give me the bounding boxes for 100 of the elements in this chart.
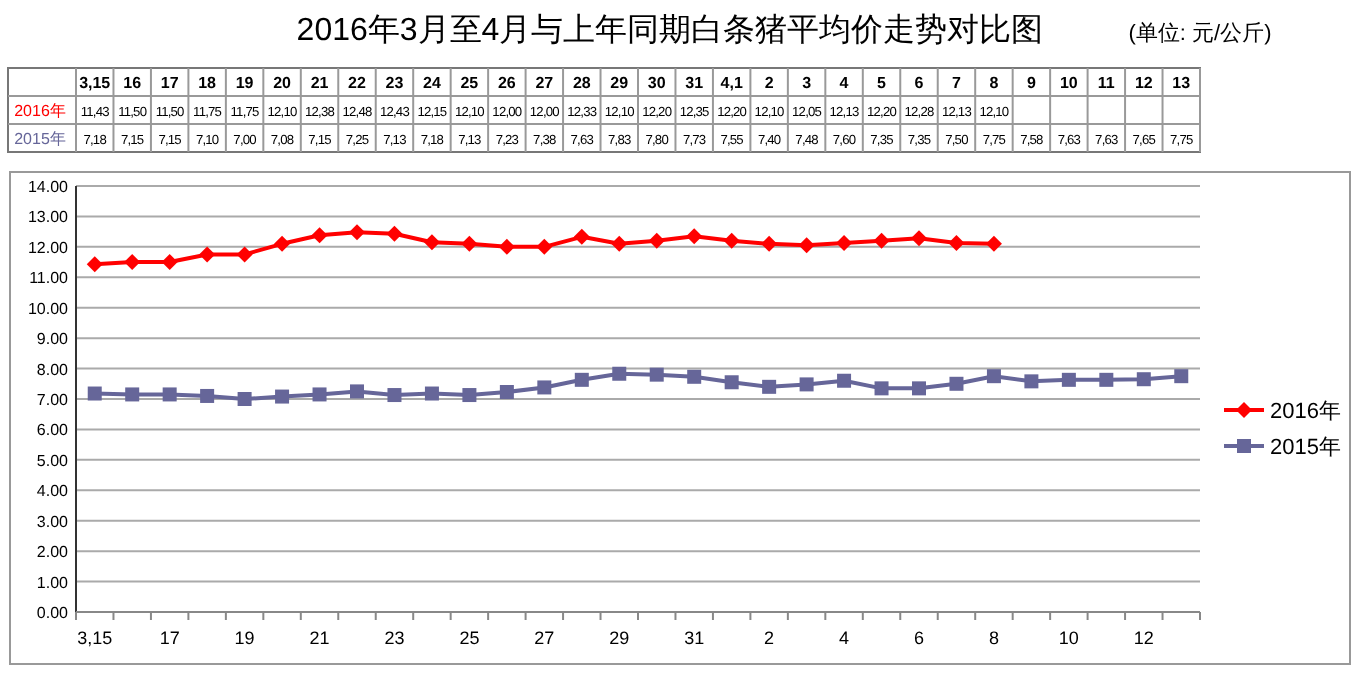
x-tick-label: 17 — [160, 74, 180, 92]
y-tick-label: 7.00 — [36, 391, 70, 409]
x-tick-label: 26 — [497, 74, 517, 92]
y-tick-label: 10.00 — [27, 299, 70, 318]
title: 2016年3月至4月与上年同期白条猪平均价走势对比图 — [296, 14, 1044, 48]
point — [312, 387, 327, 402]
point — [424, 386, 439, 401]
x-tick-label: 11 — [1097, 74, 1116, 92]
category-label: 25 — [459, 628, 480, 648]
point — [574, 372, 589, 387]
point — [1061, 372, 1076, 387]
point — [199, 246, 216, 263]
point — [386, 225, 403, 242]
x-tick-label: 10 — [1059, 74, 1079, 92]
x-tick-label: 25 — [460, 74, 480, 92]
x-tick-label: 20 — [273, 74, 293, 92]
point — [423, 234, 440, 251]
category-label: 29 — [609, 628, 630, 648]
legend-label: 2016年 — [1270, 400, 1341, 424]
text: 2015年 — [14, 130, 66, 148]
point — [686, 228, 703, 245]
category-label: 19 — [234, 628, 255, 648]
y-tick-label: 12.00 — [27, 238, 70, 257]
point — [498, 238, 515, 255]
x-tick-label: 12 — [1134, 74, 1154, 92]
point — [911, 230, 927, 247]
x-tick-label: 22 — [348, 74, 367, 92]
y-tick-label: 14.00 — [27, 178, 70, 196]
point — [648, 232, 665, 249]
x-tick-label: 5 — [877, 74, 888, 92]
point — [87, 386, 102, 401]
point — [1136, 372, 1151, 387]
x-tick-label: 6 — [914, 74, 925, 92]
x-tick-label: 8 — [989, 74, 1000, 92]
point — [237, 392, 252, 406]
y-tick-label: 9.00 — [36, 330, 70, 349]
point — [912, 381, 926, 396]
point — [1024, 374, 1039, 389]
category-label: 23 — [384, 628, 405, 648]
y-tick-label: 2.00 — [36, 543, 70, 562]
x-tick-label: 16 — [123, 74, 143, 92]
x-tick-label: 13 — [1172, 74, 1192, 92]
point — [387, 388, 402, 403]
category-label: 8 — [988, 628, 999, 648]
category-label: 31 — [684, 628, 705, 648]
x-tick-label: 3 — [802, 74, 813, 92]
x-tick-label: 24 — [423, 74, 442, 92]
point — [874, 381, 889, 396]
category-label: 17 — [159, 628, 180, 648]
point — [612, 366, 627, 381]
x-tick-label: 2 — [764, 74, 775, 92]
point — [799, 377, 814, 392]
point — [873, 232, 890, 249]
y-tick-label: 11.00 — [29, 269, 70, 288]
x-tick-label: 9 — [1026, 74, 1037, 92]
point — [762, 379, 777, 394]
x-tick-label: 18 — [198, 74, 218, 92]
point — [162, 387, 177, 402]
x-tick-label: 30 — [647, 74, 667, 92]
point — [349, 224, 365, 241]
point — [125, 387, 140, 402]
subtitle: (单位: 元/公斤) — [1128, 22, 1272, 46]
point — [573, 228, 590, 245]
point — [837, 373, 852, 388]
point — [86, 256, 103, 273]
category-label: 27 — [534, 628, 555, 648]
y-tick-label: 6.00 — [36, 421, 70, 440]
point — [311, 227, 328, 244]
point — [536, 238, 553, 255]
point — [949, 376, 964, 391]
y-tick-label: 8.00 — [36, 360, 70, 379]
text: 2016年 — [14, 102, 66, 120]
point — [275, 389, 290, 404]
point — [724, 375, 739, 390]
point — [761, 235, 778, 252]
point — [499, 385, 514, 399]
point — [274, 235, 291, 252]
category-label: 21 — [309, 628, 330, 648]
point — [985, 235, 1002, 252]
category-label: 3,15 — [77, 628, 113, 648]
x-tick-label: 31 — [685, 74, 705, 92]
category-label: 6 — [913, 628, 925, 648]
point — [649, 367, 664, 382]
x-tick-label: 23 — [385, 74, 405, 92]
point — [462, 388, 477, 403]
point — [948, 234, 965, 251]
legend-label: 2015年 — [1270, 436, 1341, 460]
point — [537, 380, 552, 395]
category-label: 12 — [1133, 628, 1154, 648]
point — [986, 369, 1001, 384]
x-tick-label: 4 — [839, 74, 850, 92]
y-tick-label: 5.00 — [36, 451, 70, 470]
x-tick-label: 29 — [610, 74, 630, 92]
point — [687, 369, 702, 384]
x-tick-label: 21 — [310, 74, 330, 92]
point — [161, 254, 178, 271]
point — [350, 384, 364, 399]
point — [723, 232, 740, 249]
point — [1174, 369, 1189, 384]
y-tick-label: 3.00 — [36, 512, 70, 531]
